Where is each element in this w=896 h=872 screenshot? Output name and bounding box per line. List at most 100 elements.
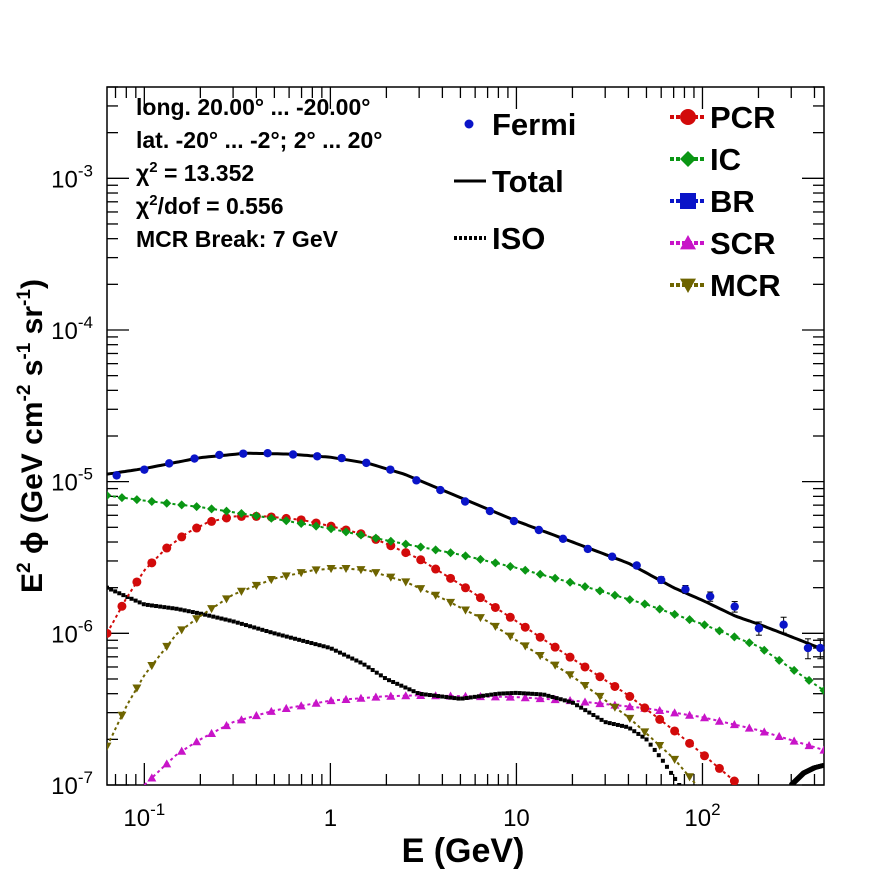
legend-item-pcr: PCR bbox=[670, 100, 775, 135]
series-marker bbox=[610, 703, 620, 712]
series-marker bbox=[401, 548, 411, 558]
series-marker bbox=[341, 694, 351, 703]
series-marker bbox=[446, 573, 456, 583]
fermi-point bbox=[779, 620, 788, 629]
series-marker bbox=[655, 604, 665, 614]
series-marker bbox=[177, 746, 187, 755]
iso-point bbox=[174, 606, 179, 611]
series-marker bbox=[490, 558, 500, 568]
fermi-point bbox=[239, 449, 248, 458]
series-marker bbox=[625, 595, 635, 605]
iso-point bbox=[154, 604, 159, 609]
iso-point bbox=[137, 600, 142, 605]
iso-point bbox=[509, 691, 514, 696]
iso-point bbox=[538, 692, 543, 697]
fermi-point bbox=[534, 525, 544, 535]
iso-point bbox=[395, 681, 400, 686]
series-marker bbox=[207, 516, 217, 526]
iso-point bbox=[460, 696, 465, 701]
series-marker bbox=[774, 731, 784, 741]
fermi-point bbox=[362, 458, 371, 468]
iso-point bbox=[293, 636, 298, 641]
series-mcr bbox=[107, 564, 698, 785]
series-marker bbox=[580, 681, 590, 691]
legend-label: MCR bbox=[710, 268, 781, 303]
series-marker bbox=[281, 516, 291, 526]
iso-point bbox=[387, 678, 392, 683]
iso-point bbox=[403, 685, 408, 690]
iso-point bbox=[505, 691, 510, 696]
fermi-point bbox=[412, 476, 421, 485]
series-marker bbox=[222, 513, 231, 523]
legend-label: Fermi bbox=[492, 107, 576, 142]
x-tick-label: 102 bbox=[684, 800, 720, 832]
series-layer bbox=[107, 451, 824, 785]
fermi-point bbox=[112, 471, 121, 480]
series-marker bbox=[132, 577, 142, 587]
series-marker bbox=[431, 545, 441, 555]
series-marker bbox=[107, 742, 112, 751]
iso-point bbox=[652, 747, 657, 752]
iso-point bbox=[660, 758, 665, 763]
series-marker bbox=[416, 555, 426, 565]
series-marker bbox=[251, 711, 261, 720]
iso-point bbox=[317, 643, 322, 648]
series-marker bbox=[162, 543, 172, 553]
iso-point bbox=[611, 722, 616, 727]
iso-point bbox=[374, 670, 379, 675]
series-marker bbox=[341, 527, 351, 537]
iso-point bbox=[305, 639, 310, 644]
iso-point bbox=[489, 692, 494, 697]
iso-point bbox=[624, 724, 629, 729]
iso-point bbox=[485, 693, 490, 698]
iso-point bbox=[190, 610, 195, 615]
iso-point bbox=[203, 612, 208, 617]
series-marker bbox=[640, 599, 650, 609]
iso-point bbox=[431, 693, 436, 698]
series-marker bbox=[595, 692, 605, 701]
series-marker bbox=[326, 696, 336, 705]
iso-point bbox=[211, 614, 216, 619]
iso-point bbox=[575, 703, 580, 708]
series-marker bbox=[341, 564, 351, 574]
iso-point bbox=[149, 603, 154, 608]
series-iso-tail bbox=[789, 763, 824, 785]
series-marker bbox=[580, 662, 590, 672]
series-marker bbox=[162, 498, 172, 508]
fermi-point bbox=[681, 585, 690, 594]
iso-point bbox=[399, 683, 404, 688]
iso-point bbox=[468, 695, 473, 700]
iso-point bbox=[452, 696, 457, 701]
fermi-point bbox=[485, 506, 495, 516]
plot-area bbox=[107, 451, 824, 785]
series-marker bbox=[132, 684, 142, 693]
iso-point bbox=[558, 697, 563, 702]
series-marker bbox=[177, 626, 187, 635]
iso-point bbox=[391, 680, 396, 685]
series-marker bbox=[266, 706, 276, 715]
series-marker bbox=[192, 615, 202, 624]
series-marker bbox=[266, 576, 276, 585]
info-line: long. 20.00° ... -20.00° bbox=[136, 94, 370, 120]
series-marker bbox=[207, 504, 217, 514]
legend-label: SCR bbox=[710, 226, 775, 261]
iso-point bbox=[346, 654, 351, 659]
iso-point bbox=[223, 617, 228, 622]
info-line: MCR Break: 7 GeV bbox=[136, 226, 339, 252]
series-marker bbox=[565, 671, 575, 680]
iso-point bbox=[337, 650, 342, 655]
x-tick-label: 1 bbox=[324, 805, 337, 832]
series-marker bbox=[744, 723, 754, 732]
iso-point bbox=[550, 694, 555, 699]
iso-point bbox=[178, 607, 183, 612]
iso-point bbox=[530, 691, 535, 696]
fermi-point bbox=[164, 459, 174, 468]
fermi-point bbox=[288, 450, 298, 459]
series-marker bbox=[729, 720, 739, 729]
series-marker bbox=[177, 500, 187, 510]
series-marker bbox=[685, 738, 695, 748]
iso-point bbox=[252, 625, 257, 630]
series-marker bbox=[236, 587, 246, 596]
iso-point bbox=[427, 693, 432, 698]
iso-point bbox=[607, 721, 612, 726]
